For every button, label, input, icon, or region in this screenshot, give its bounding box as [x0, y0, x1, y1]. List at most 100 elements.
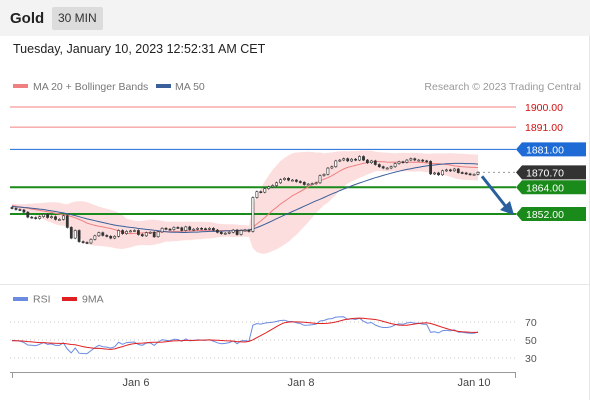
candle	[444, 168, 448, 172]
ma9-legend-swatch	[62, 297, 77, 301]
candle	[271, 184, 275, 188]
candle-body	[204, 228, 207, 230]
candle-body	[168, 228, 172, 231]
candle	[105, 234, 109, 238]
candle	[54, 215, 57, 221]
time-axis-label: Jan 10	[457, 377, 490, 389]
candle	[247, 228, 251, 233]
candle	[140, 233, 144, 237]
candle	[279, 178, 283, 184]
candle	[460, 171, 464, 175]
candle	[200, 227, 204, 230]
candle	[287, 177, 290, 182]
candle-body	[192, 228, 196, 231]
candle-body	[137, 230, 140, 235]
rsi-line	[11, 316, 479, 355]
candle-body	[61, 215, 65, 220]
candle-body	[444, 169, 448, 172]
candle	[172, 226, 176, 231]
datetime-stamp: Tuesday, January 10, 2023 12:52:31 AM CE…	[13, 42, 266, 56]
candle-body	[156, 231, 160, 238]
candle-body	[200, 228, 204, 230]
header-bar: Gold 30 MIN	[0, 0, 590, 36]
candle-body	[65, 215, 69, 228]
candle	[239, 229, 243, 236]
candle-body	[144, 232, 148, 237]
candle-body	[129, 230, 132, 233]
candle	[212, 227, 215, 232]
candle-body	[460, 172, 464, 174]
candle	[133, 229, 136, 233]
candle-body	[26, 211, 30, 218]
candle	[73, 229, 77, 240]
candle	[223, 232, 227, 235]
candle-body	[354, 158, 358, 161]
candle	[85, 241, 89, 245]
candle	[389, 165, 393, 170]
candle	[137, 229, 140, 236]
candle	[464, 171, 468, 175]
support-1-tag	[516, 180, 586, 195]
candle	[350, 158, 354, 163]
candle-body	[346, 158, 350, 162]
candle	[97, 231, 101, 237]
candle-body	[93, 235, 97, 240]
candle-body	[385, 167, 389, 170]
candle	[22, 208, 26, 214]
candle	[437, 171, 440, 176]
rsi-legend-swatch	[13, 297, 28, 301]
candle	[243, 228, 247, 232]
candle	[342, 157, 346, 162]
candle	[125, 230, 128, 235]
candle-body	[239, 230, 243, 235]
candle-body	[259, 191, 263, 193]
timeframe-badge[interactable]: 30 MIN	[52, 7, 103, 30]
candle	[369, 159, 373, 164]
candle	[184, 225, 188, 232]
candle-body	[50, 216, 53, 218]
candle-body	[38, 216, 42, 219]
candle-body	[350, 158, 354, 162]
rsi-legend-label: RSI	[33, 294, 51, 306]
candle	[180, 226, 184, 232]
candle-body	[421, 159, 425, 162]
forecast-arrowhead	[500, 201, 514, 215]
candle	[144, 231, 148, 237]
candle-body	[263, 188, 267, 193]
candle-body	[322, 174, 326, 176]
candle	[219, 231, 223, 235]
candle	[235, 228, 239, 236]
ma50-legend-swatch	[156, 84, 171, 88]
candle-body	[117, 230, 121, 237]
candle-body	[373, 160, 377, 165]
candle-body	[227, 232, 231, 234]
rsi-tick-70: 70	[525, 317, 537, 329]
candle	[429, 160, 433, 175]
candle	[117, 229, 121, 238]
candle-body	[275, 182, 279, 186]
candle-body	[314, 182, 318, 185]
candle-body	[176, 227, 180, 229]
rsi-plot: 70 50 30	[10, 316, 537, 365]
candle	[318, 174, 322, 184]
candle	[441, 169, 444, 176]
candle	[421, 158, 425, 163]
candle-body	[271, 185, 275, 188]
candle-body	[231, 229, 235, 233]
candle	[129, 229, 132, 233]
candle-body	[160, 228, 164, 233]
candle	[275, 181, 279, 187]
candle-body	[267, 186, 271, 189]
candle-body	[298, 181, 302, 183]
candle	[290, 179, 294, 182]
last-price-label: 1870.70	[526, 167, 564, 179]
candle	[113, 235, 117, 240]
candle	[61, 214, 65, 221]
candle	[196, 227, 200, 231]
instrument-title: Gold	[10, 10, 45, 27]
candle-body	[208, 228, 211, 230]
candle-body	[369, 160, 373, 163]
candle	[77, 229, 81, 243]
candle-body	[196, 228, 200, 230]
